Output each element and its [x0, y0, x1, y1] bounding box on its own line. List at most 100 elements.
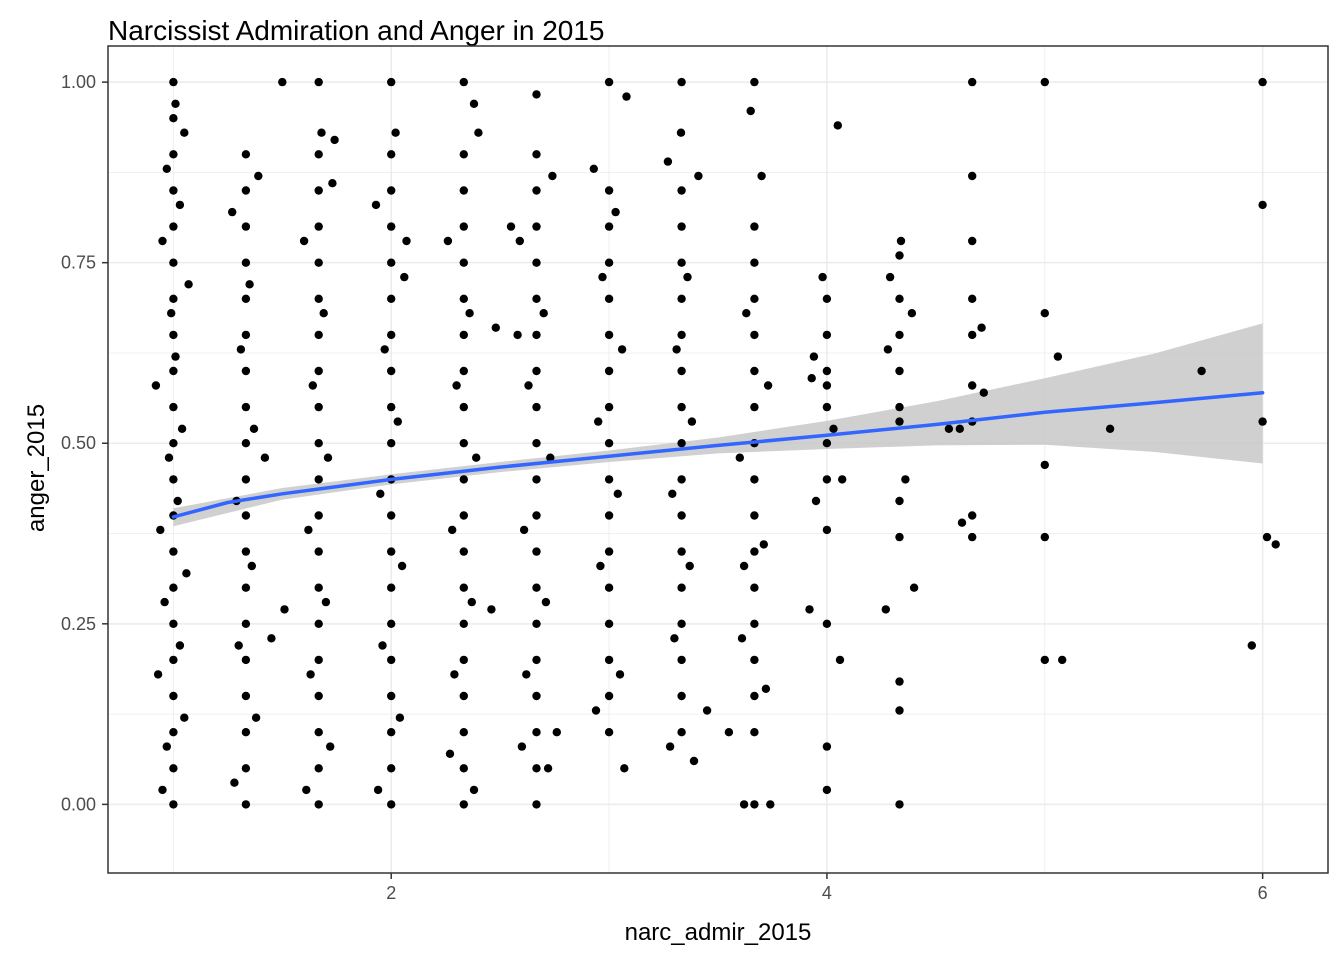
grid: [108, 46, 1328, 873]
data-point: [459, 547, 468, 556]
data-point: [532, 186, 541, 195]
data-point: [670, 634, 679, 643]
data-point: [314, 728, 323, 737]
data-point: [1258, 417, 1267, 426]
data-point: [323, 453, 333, 462]
data-point: [164, 453, 174, 462]
data-point: [901, 475, 910, 484]
data-point: [158, 236, 167, 246]
data-point: [314, 294, 323, 303]
data-point: [1262, 532, 1272, 542]
data-point: [459, 800, 468, 809]
data-point: [807, 374, 816, 383]
data-point: [280, 605, 289, 614]
data-point: [735, 453, 744, 462]
data-point: [532, 150, 541, 159]
data-point: [677, 619, 686, 628]
data-point: [895, 402, 904, 412]
data-point: [677, 728, 686, 737]
data-point: [167, 309, 176, 318]
data-point: [153, 670, 163, 679]
data-point: [160, 597, 169, 607]
data-point: [957, 518, 967, 527]
data-point: [822, 785, 832, 795]
data-point: [387, 439, 396, 448]
data-point: [241, 186, 251, 195]
data-point: [589, 164, 598, 173]
data-point: [169, 366, 178, 376]
data-point: [1040, 309, 1050, 318]
data-point: [378, 641, 387, 650]
data-point: [474, 128, 483, 137]
data-point: [677, 655, 686, 665]
data-point: [169, 619, 178, 628]
data-point: [380, 345, 389, 354]
data-point: [596, 561, 605, 571]
data-point: [308, 381, 317, 390]
data-point: [175, 641, 185, 650]
data-point: [750, 655, 759, 665]
data-point: [702, 706, 712, 715]
data-point: [750, 691, 759, 701]
data-point: [169, 402, 178, 412]
data-point: [895, 251, 904, 260]
data-point: [750, 475, 759, 484]
data-point: [241, 547, 251, 556]
data-point: [459, 511, 468, 520]
data-point: [506, 222, 516, 231]
data-point: [909, 583, 919, 592]
data-point: [604, 619, 614, 628]
data-point: [169, 764, 178, 773]
data-point: [314, 511, 323, 520]
data-point: [895, 417, 904, 426]
data-point: [452, 381, 461, 390]
data-point: [604, 330, 614, 340]
data-point: [459, 583, 468, 592]
data-point: [241, 439, 251, 448]
data-point: [546, 453, 555, 462]
data-point: [532, 475, 541, 484]
data-point: [885, 272, 895, 282]
data-point: [169, 114, 178, 123]
data-point: [604, 547, 614, 556]
data-point: [241, 222, 251, 231]
data-point: [677, 583, 686, 592]
data-point: [532, 691, 541, 701]
data-point: [663, 157, 673, 166]
data-point: [387, 402, 396, 412]
data-point: [532, 258, 541, 267]
data-point: [314, 619, 323, 628]
data-point: [260, 453, 270, 462]
data-point: [685, 561, 694, 571]
data-point: [299, 236, 309, 246]
data-point: [241, 294, 251, 303]
x-axis: 2 4 6: [386, 873, 1268, 903]
data-point: [241, 330, 251, 340]
data-point: [314, 186, 323, 195]
data-point: [677, 258, 686, 267]
data-point: [724, 728, 734, 737]
data-point: [387, 294, 396, 303]
data-point: [591, 706, 601, 715]
data-point: [241, 150, 251, 159]
data-point: [1040, 532, 1050, 542]
data-point: [241, 511, 251, 520]
data-point: [317, 128, 326, 137]
data-point: [532, 330, 541, 340]
data-point: [750, 619, 759, 628]
data-point: [532, 583, 541, 592]
data-point: [742, 309, 751, 318]
data-point: [314, 691, 323, 701]
data-point: [548, 171, 557, 181]
data-point: [247, 561, 256, 571]
data-point: [750, 547, 759, 556]
x-tick-label: 2: [386, 883, 396, 903]
data-point: [677, 475, 686, 484]
data-point: [459, 258, 468, 267]
data-point: [459, 150, 468, 159]
data-point: [968, 330, 977, 340]
data-point: [532, 439, 541, 448]
data-point: [829, 424, 838, 433]
data-point: [515, 236, 524, 246]
data-point: [895, 532, 904, 542]
